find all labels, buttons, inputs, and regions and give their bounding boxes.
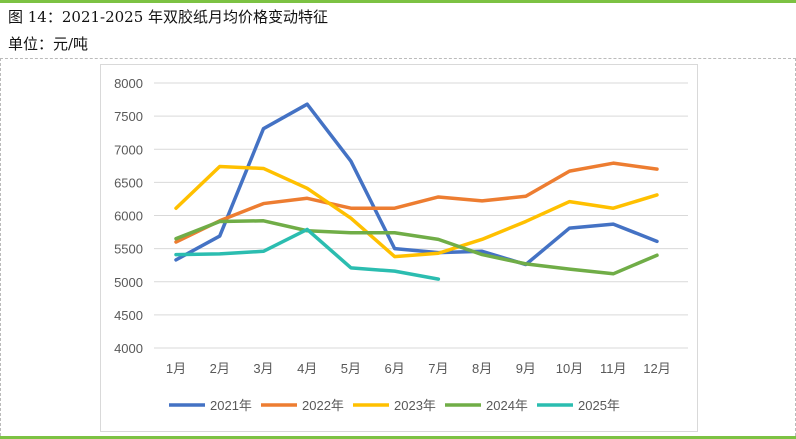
series-line-2023 [174, 164, 659, 259]
top-border [0, 0, 796, 3]
y-tick-label: 8000 [114, 76, 143, 91]
divider [0, 58, 796, 59]
line-chart: 4000 4500 5000 5500 6000 6500 7000 7500 8000 1月 2月… [114, 76, 688, 413]
x-tick-label: 12月 [643, 361, 670, 376]
x-tick-label: 9月 [516, 361, 536, 376]
bottom-border [0, 436, 796, 439]
x-tick-label: 4月 [297, 361, 317, 376]
chart-area: 4000 4500 5000 5500 6000 6500 7000 7500 8000 1月 2月… [100, 64, 698, 432]
x-tick-label: 7月 [428, 361, 448, 376]
x-tick-label: 6月 [385, 361, 405, 376]
legend-label: 2024年 [486, 398, 528, 413]
series-line-2022 [174, 161, 659, 244]
x-tick-label: 10月 [556, 361, 583, 376]
legend-label: 2022年 [302, 398, 344, 413]
y-tick-label: 4500 [114, 308, 143, 323]
y-tick-label: 5500 [114, 242, 143, 257]
x-tick-label: 1月 [166, 361, 186, 376]
series-line-2021 [174, 102, 659, 267]
x-tick-label: 11月 [600, 361, 627, 376]
y-tick-label: 6000 [114, 209, 143, 224]
x-tick-label: 8月 [472, 361, 492, 376]
figure-title: 图 14：2021-2025 年双胶纸月均价格变动特征 [8, 8, 329, 26]
left-border [0, 58, 1, 436]
x-tick-label: 2月 [210, 361, 230, 376]
x-tick-label: 3月 [253, 361, 273, 376]
y-tick-label: 4000 [114, 341, 143, 356]
legend-label: 2023年 [394, 398, 436, 413]
y-tick-label: 5000 [114, 275, 143, 290]
unit-label: 单位：元/吨 [8, 35, 89, 53]
x-tick-label: 5月 [341, 361, 361, 376]
y-tick-label: 7000 [114, 142, 143, 157]
legend-label: 2021年 [210, 398, 252, 413]
legend-label: 2025年 [578, 398, 620, 413]
series-line-2024 [174, 219, 659, 276]
y-tick-label: 7500 [114, 109, 143, 124]
y-tick-label: 6500 [114, 175, 143, 190]
